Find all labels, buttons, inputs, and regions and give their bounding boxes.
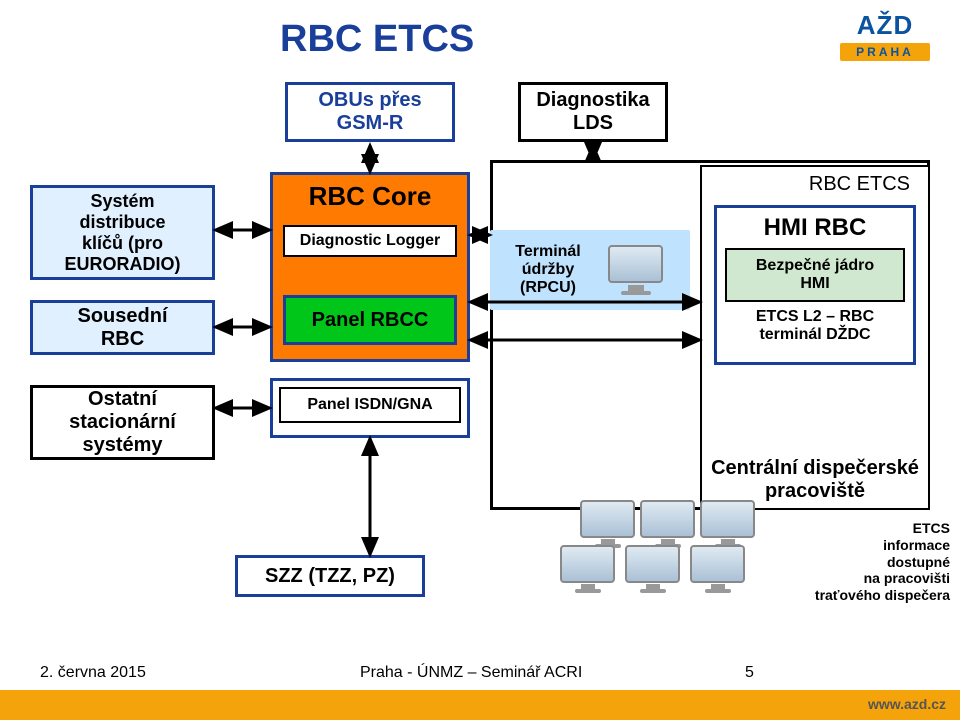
neigh-l1: Sousední — [77, 305, 167, 328]
box-hmi-safe-core: Bezpečné jádro HMI — [725, 248, 905, 302]
box-obus-gsmr: OBUs přes GSM-R — [285, 82, 455, 142]
rbc-core-title: RBC Core — [273, 181, 467, 212]
other-l1: Ostatní — [88, 388, 157, 411]
rpcu-label: Terminál údržby (RPCU) — [493, 243, 603, 297]
monitor-icon — [700, 500, 755, 548]
box-hmi-rbc: HMI RBC Bezpečné jádro HMI ETCS L2 – RBC… — [714, 205, 916, 365]
obus-line2: GSM-R — [337, 112, 404, 135]
hmi-l2-l2: terminál DŽDC — [717, 326, 913, 344]
monitor-icon — [690, 545, 745, 593]
box-rbc-core: RBC Core Diagnostic Logger Panel RBCC — [270, 172, 470, 362]
box-szz: SZZ (TZZ, PZ) — [235, 555, 425, 597]
monitors-cluster — [560, 500, 750, 595]
box-neighboring-rbc: Sousední RBC — [30, 300, 215, 355]
footer-venue: Praha - ÚNMZ – Seminář ACRI — [360, 664, 582, 682]
etcs-info-l4: na pracovišti — [775, 570, 950, 587]
cdp-label: Centrální dispečerské pracoviště — [702, 457, 928, 503]
monitor-icon — [608, 245, 663, 295]
monitor-icon — [625, 545, 680, 593]
hmi-etcs-l2: ETCS L2 – RBC terminál DŽDC — [717, 308, 913, 344]
hmi-core-l2: HMI — [800, 275, 829, 293]
box-key-distribution: Systém distribuce klíčů (pro EURORADIO) — [30, 185, 215, 280]
footer-page: 5 — [745, 664, 754, 682]
etcs-info-text: ETCS informace dostupné na pracovišti tr… — [775, 520, 950, 604]
box-panel-rbcc: Panel RBCC — [283, 295, 457, 345]
rpcu-l2: údržby — [493, 261, 603, 279]
other-l3: systémy — [82, 434, 162, 457]
diag-line1: Diagnostika — [536, 89, 649, 112]
monitor-icon — [580, 500, 635, 548]
monitor-icon — [560, 545, 615, 593]
diag-line2: LDS — [573, 112, 613, 135]
box-other-systems: Ostatní stacionární systémy — [30, 385, 215, 460]
obus-line1: OBUs přes — [318, 89, 421, 112]
etcs-info-l3: dostupné — [775, 554, 950, 571]
box-diagnostic-logger: Diagnostic Logger — [283, 225, 457, 257]
rpcu-l3: (RPCU) — [493, 279, 603, 297]
etcs-info-l2: informace — [775, 537, 950, 554]
other-l2: stacionární — [69, 411, 176, 434]
footer-url: www.azd.cz — [868, 696, 946, 712]
hmi-title: HMI RBC — [717, 214, 913, 242]
keys-l3: klíčů (pro — [82, 233, 163, 254]
neigh-l2: RBC — [101, 328, 144, 351]
logo: AŽD PRAHA — [840, 10, 930, 80]
box-panel-isdn-gna: Panel ISDN/GNA — [279, 387, 461, 423]
etcs-info-l1: ETCS — [775, 520, 950, 537]
hmi-core-l1: Bezpečné jádro — [756, 257, 874, 275]
frame-rbc-etcs: RBC ETCS HMI RBC Bezpečné jádro HMI ETCS… — [700, 165, 930, 510]
box-isdn-gna-outer: Panel ISDN/GNA — [270, 378, 470, 438]
footer-date: 2. června 2015 — [40, 664, 146, 682]
box-diagnostika-lds: Diagnostika LDS — [518, 82, 668, 142]
etcs-info-l5: traťového dispečera — [775, 587, 950, 604]
rpcu-l1: Terminál — [493, 243, 603, 261]
page-title: RBC ETCS — [280, 18, 474, 61]
rbc-etcs-title: RBC ETCS — [702, 167, 928, 196]
hmi-l2-l1: ETCS L2 – RBC — [717, 308, 913, 326]
bottom-bar: www.azd.cz — [0, 690, 960, 720]
keys-l2: distribuce — [79, 212, 165, 233]
monitor-icon — [640, 500, 695, 548]
keys-l1: Systém — [90, 191, 154, 212]
box-rpcu: Terminál údržby (RPCU) — [490, 230, 690, 310]
keys-l4: EURORADIO) — [65, 254, 181, 275]
logo-text-bottom: PRAHA — [840, 43, 930, 61]
logo-text-top: AŽD — [840, 10, 930, 41]
